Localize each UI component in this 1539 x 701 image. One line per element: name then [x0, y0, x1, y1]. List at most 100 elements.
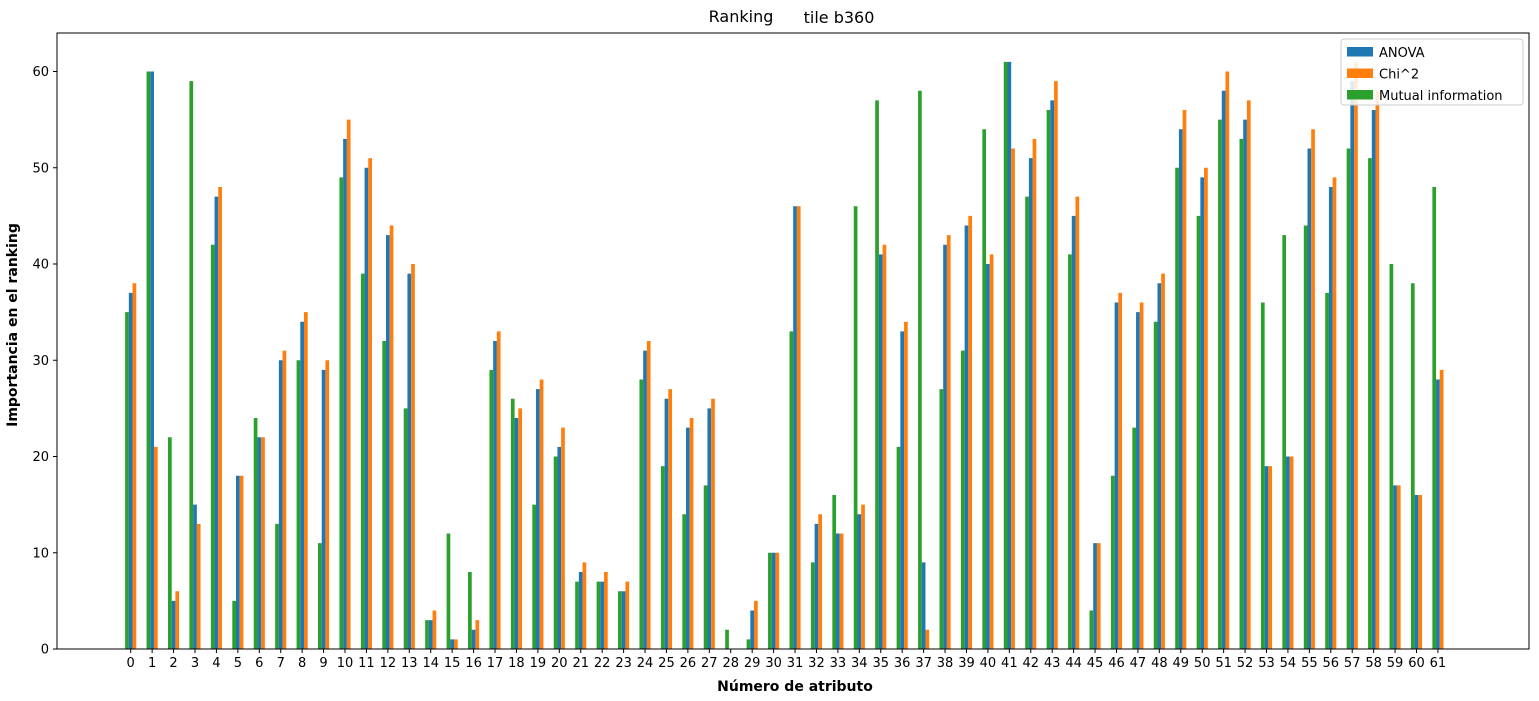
x-tick-label: 4 [212, 656, 220, 671]
x-tick-label: 17 [487, 656, 504, 671]
bar-anova-55 [1307, 148, 1312, 649]
bar-mutual-information-22 [596, 581, 601, 650]
bar-mutual-information-10 [339, 177, 344, 650]
x-tick-label: 26 [680, 656, 697, 671]
bars-group [125, 61, 1444, 650]
x-tick-label: 10 [337, 656, 354, 671]
bar-anova-36 [900, 331, 905, 650]
x-tick-label: 60 [1408, 656, 1425, 671]
bar-mutual-information-60 [1410, 283, 1415, 649]
bar-chi-2-11 [368, 158, 372, 650]
x-tick-label: 43 [1044, 656, 1061, 671]
bar-mutual-information-1 [146, 71, 151, 649]
bar-mutual-information-29 [746, 639, 751, 650]
x-tick-label: 48 [1151, 656, 1168, 671]
x-tick-label: 31 [787, 656, 804, 671]
bar-anova-21 [578, 572, 583, 649]
bar-chi-2-52 [1246, 100, 1251, 650]
bar-anova-57 [1350, 81, 1355, 650]
bar-chi-2-17 [496, 331, 501, 650]
bar-chi-2-7 [282, 350, 287, 650]
x-tick-label: 14 [422, 656, 439, 671]
bar-chi-2-56 [1332, 177, 1337, 650]
bar-mutual-information-8 [296, 360, 301, 649]
bar-mutual-information-53 [1260, 302, 1265, 649]
bar-anova-6 [257, 437, 262, 649]
bar-mutual-information-33 [832, 495, 837, 649]
bar-chi-2-15 [454, 639, 458, 650]
bar-anova-44 [1071, 215, 1076, 650]
bar-chi-2-20 [561, 427, 565, 650]
x-tick-label: 50 [1194, 656, 1211, 671]
bar-anova-33 [836, 533, 840, 649]
bar-chi-2-57 [1354, 61, 1358, 650]
bar-anova-26 [686, 427, 690, 650]
bar-anova-37 [921, 562, 926, 650]
bar-chi-2-23 [625, 581, 630, 650]
bar-mutual-information-40 [982, 129, 987, 649]
x-tick-label: 41 [1001, 656, 1018, 671]
bar-anova-42 [1028, 158, 1033, 650]
x-tick-label: 6 [255, 656, 263, 671]
bar-chi-2-61 [1439, 369, 1444, 650]
bar-chi-2-39 [968, 215, 973, 650]
bar-chi-2-47 [1139, 302, 1144, 649]
x-tick-label: 11 [358, 656, 375, 671]
bar-chi-2-2 [175, 591, 180, 649]
y-tick-label: 50 [32, 161, 49, 176]
bar-anova-29 [750, 610, 755, 649]
bar-anova-54 [1286, 456, 1290, 649]
x-tick-label: 59 [1387, 656, 1404, 671]
bar-chi-2-27 [711, 398, 715, 649]
x-tick-label: 61 [1430, 656, 1447, 671]
bar-anova-39 [964, 225, 969, 649]
bar-mutual-information-17 [489, 369, 494, 650]
bar-anova-47 [1136, 312, 1140, 650]
bar-mutual-information-48 [1153, 321, 1158, 649]
x-tick-label: 1 [148, 656, 156, 671]
bar-mutual-information-26 [682, 514, 687, 649]
x-tick-label: 33 [830, 656, 847, 671]
bar-chi-2-42 [1032, 138, 1037, 650]
x-axis: 0 1 2 3 4 5 6 7 8 9 10 11 12 13 14 15 16 17 18 19 20 21 22 23 24… [127, 649, 1447, 671]
bar-anova-2 [171, 600, 176, 650]
bar-chi-2-9 [325, 360, 330, 649]
x-tick-label: 37 [915, 656, 932, 671]
bar-mutual-information-20 [553, 456, 558, 649]
x-tick-label: 5 [234, 656, 242, 671]
bar-anova-0 [128, 292, 133, 650]
bar-chi-2-21 [582, 562, 587, 650]
bar-chi-2-60 [1418, 495, 1423, 649]
bar-chi-2-25 [668, 389, 672, 650]
bar-mutual-information-41 [1003, 61, 1008, 650]
bar-chi-2-29 [754, 600, 758, 650]
legend: ANOVA Chi^2 Mutual information [1340, 38, 1524, 106]
bar-anova-18 [514, 418, 519, 649]
bar-anova-19 [536, 389, 540, 650]
bar-anova-59 [1393, 485, 1397, 650]
bar-anova-46 [1114, 302, 1119, 649]
bar-mutual-information-23 [618, 591, 622, 649]
bar-mutual-information-13 [403, 408, 408, 650]
bar-mutual-information-56 [1325, 292, 1329, 650]
x-tick-label: 38 [937, 656, 954, 671]
bar-chi-2-24 [646, 341, 651, 649]
bar-mutual-information-3 [189, 81, 194, 650]
bar-mutual-information-4 [210, 244, 215, 649]
y-tick-label: 10 [32, 546, 49, 561]
bar-chi-2-8 [303, 312, 308, 650]
bar-mutual-information-43 [1046, 110, 1051, 649]
x-tick-label: 29 [744, 656, 761, 671]
bar-chi-2-16 [475, 620, 480, 650]
y-tick-label: 60 [32, 65, 49, 80]
bar-chi-2-59 [1396, 485, 1401, 650]
bar-chi-2-5 [239, 475, 244, 649]
bar-chi-2-0 [132, 283, 137, 649]
bar-mutual-information-16 [468, 572, 472, 649]
bar-mutual-information-42 [1025, 196, 1029, 650]
bar-mutual-information-46 [1110, 475, 1115, 649]
bar-mutual-information-51 [1218, 119, 1222, 650]
bar-mutual-information-14 [425, 620, 429, 650]
bar-anova-23 [621, 591, 626, 649]
x-tick-label: 16 [465, 656, 482, 671]
